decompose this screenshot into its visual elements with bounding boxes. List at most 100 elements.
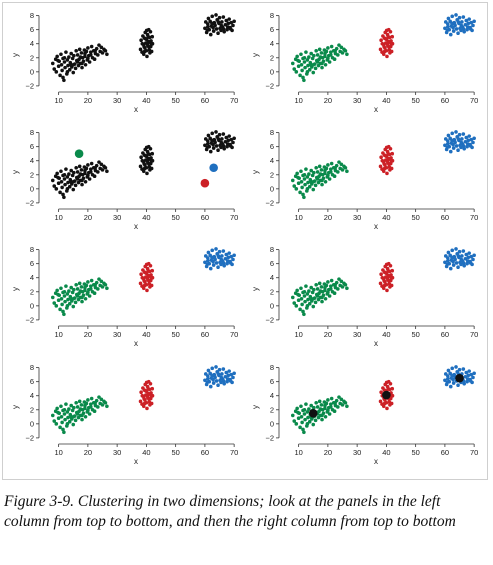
data-point <box>323 403 327 408</box>
data-point <box>71 297 76 301</box>
data-point <box>226 138 231 143</box>
data-point <box>337 395 341 399</box>
data-point <box>105 286 109 291</box>
data-point <box>299 286 303 291</box>
data-point <box>143 271 148 275</box>
data-point <box>296 410 300 415</box>
data-point <box>145 158 150 163</box>
scatter-panel-right-1: 10 20 30 40 50 60 70 −2 0 2 4 6 8 x y <box>251 11 478 114</box>
data-point <box>327 60 332 64</box>
data-point <box>457 132 462 137</box>
y-axis-label: y <box>251 53 260 57</box>
data-point <box>149 401 154 406</box>
data-point <box>301 427 305 432</box>
data-point <box>382 278 386 283</box>
data-point <box>451 381 456 385</box>
data-point <box>225 377 230 381</box>
data-point <box>75 412 80 416</box>
data-point <box>459 257 464 262</box>
data-point <box>150 41 155 46</box>
data-point <box>138 399 143 404</box>
data-point <box>446 374 450 378</box>
data-point <box>78 55 83 59</box>
data-point <box>211 381 216 385</box>
data-point <box>385 171 389 176</box>
data-point <box>59 297 64 301</box>
data-point <box>50 413 55 418</box>
data-point <box>311 304 316 309</box>
data-point <box>314 165 318 170</box>
data-point <box>290 413 295 418</box>
data-point <box>302 312 306 317</box>
data-point <box>307 172 311 176</box>
data-point <box>62 412 67 416</box>
data-point <box>69 51 74 56</box>
data-point <box>303 65 307 70</box>
data-point <box>380 275 385 280</box>
data-point <box>89 50 93 54</box>
data-point <box>79 168 84 172</box>
data-point <box>443 260 447 265</box>
data-point <box>77 399 82 404</box>
data-point <box>65 70 70 74</box>
data-point <box>54 304 59 308</box>
data-point <box>225 259 230 263</box>
data-point <box>445 380 450 385</box>
data-point <box>229 20 234 25</box>
x-tick-label: 40 <box>382 96 390 105</box>
data-point <box>389 283 394 288</box>
data-point <box>290 178 295 183</box>
data-point <box>71 304 76 309</box>
x-tick-label: 40 <box>382 213 390 222</box>
data-point <box>464 370 469 375</box>
data-point <box>87 60 92 64</box>
data-point <box>71 63 76 67</box>
data-point <box>296 58 300 63</box>
data-point <box>138 164 143 169</box>
data-point <box>450 366 455 371</box>
x-tick-label: 20 <box>84 448 92 457</box>
data-point <box>77 47 82 52</box>
data-point <box>206 259 210 263</box>
data-point <box>454 27 459 31</box>
data-point <box>390 386 395 391</box>
data-point <box>142 283 147 288</box>
data-point <box>219 28 223 33</box>
y-tick-label: 6 <box>270 377 274 386</box>
data-point <box>100 403 105 407</box>
data-point <box>312 170 316 175</box>
data-point <box>382 166 387 171</box>
data-point <box>311 422 316 427</box>
data-point <box>105 169 109 174</box>
data-point <box>79 285 84 289</box>
data-point <box>306 180 310 185</box>
data-point <box>315 53 320 57</box>
data-point <box>343 165 348 170</box>
data-point <box>71 180 76 184</box>
data-point <box>310 173 315 178</box>
data-point <box>89 53 93 57</box>
y-axis-label: y <box>251 170 260 174</box>
y-tick-label: 0 <box>270 301 274 310</box>
data-point <box>315 405 320 409</box>
data-point <box>145 288 149 293</box>
x-tick-label: 20 <box>84 96 92 105</box>
data-point <box>340 285 345 289</box>
data-point <box>381 169 386 174</box>
y-axis-label: y <box>251 405 260 409</box>
data-point <box>223 256 228 261</box>
x-tick-label: 10 <box>294 213 302 222</box>
data-point <box>323 285 327 290</box>
data-point <box>446 142 450 146</box>
data-point <box>79 51 84 55</box>
data-point <box>446 139 450 143</box>
data-point <box>100 285 105 289</box>
data-point <box>60 302 64 307</box>
y-tick-label: 0 <box>30 184 34 193</box>
data-point <box>448 266 453 271</box>
data-point <box>461 144 466 148</box>
data-point <box>307 289 311 293</box>
data-point <box>231 140 235 145</box>
y-tick-label: 0 <box>270 419 274 428</box>
data-point <box>150 34 155 39</box>
